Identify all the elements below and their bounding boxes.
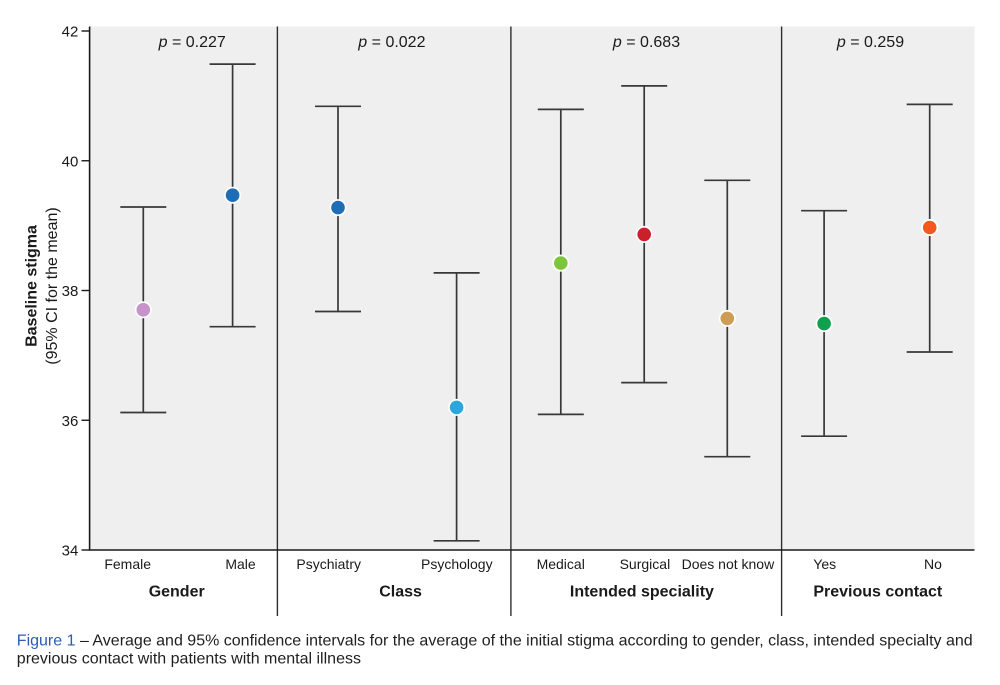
svg-text:Male: Male <box>225 556 256 572</box>
svg-text:No: No <box>924 556 942 572</box>
svg-text:Yes: Yes <box>813 556 836 572</box>
svg-text:Female: Female <box>104 556 151 572</box>
svg-text:Previous contact: Previous contact <box>813 583 943 600</box>
svg-text:Intended speciality: Intended speciality <box>570 583 714 600</box>
svg-text:38: 38 <box>62 283 79 300</box>
svg-text:34: 34 <box>62 543 79 560</box>
svg-text:Psychiatry: Psychiatry <box>296 556 361 572</box>
svg-text:Gender: Gender <box>149 583 205 600</box>
svg-text:previous contact with patients: previous contact with patients with ment… <box>17 650 361 667</box>
svg-text:p = 0.683: p = 0.683 <box>612 34 680 51</box>
svg-text:36: 36 <box>62 413 79 430</box>
svg-text:Class: Class <box>379 583 422 600</box>
svg-text:40: 40 <box>62 153 79 170</box>
svg-text:Does not know: Does not know <box>682 556 775 572</box>
svg-text:Surgical: Surgical <box>620 556 671 572</box>
svg-text:Baseline stigma: Baseline stigma <box>23 225 40 347</box>
svg-text:p = 0.022: p = 0.022 <box>357 34 425 51</box>
svg-text:p = 0.227: p = 0.227 <box>158 34 226 51</box>
svg-text:Psychology: Psychology <box>421 556 493 572</box>
svg-text:Figure 1 – Average and 95% con: Figure 1 – Average and 95% confidence in… <box>17 633 973 650</box>
svg-text:42: 42 <box>62 24 79 41</box>
svg-text:p = 0.259: p = 0.259 <box>836 34 904 51</box>
svg-text:(95% CI for the mean): (95% CI for the mean) <box>44 207 61 364</box>
svg-text:Medical: Medical <box>537 556 585 572</box>
